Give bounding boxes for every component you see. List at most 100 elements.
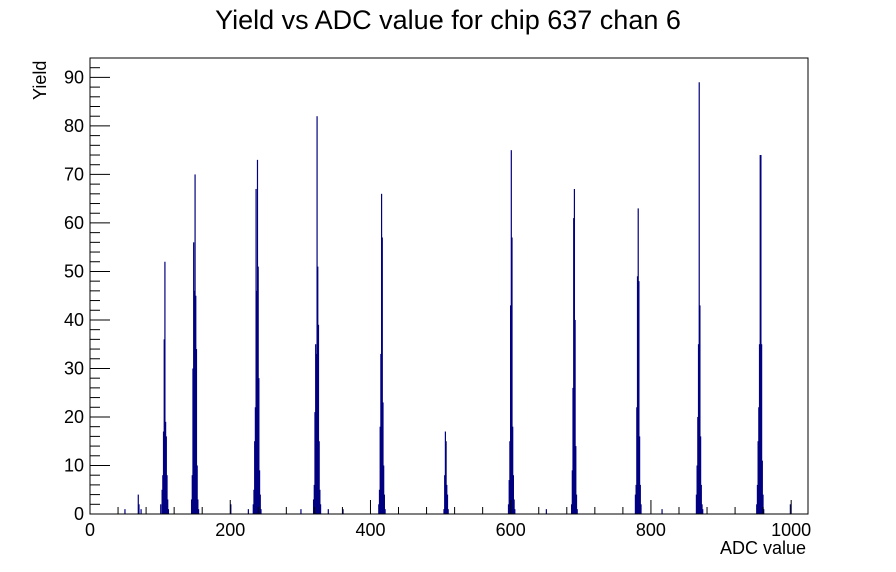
y-tick-label: 10 [64, 455, 84, 475]
histogram-bin [636, 276, 639, 514]
histogram-bin [313, 484, 315, 514]
histogram-bin [300, 509, 302, 514]
x-tick-label: 1000 [771, 520, 811, 540]
histogram-bin [196, 465, 198, 514]
histogram-bin [192, 368, 194, 514]
histogram-bin [316, 116, 318, 514]
histogram-bin [638, 281, 640, 514]
histogram-bin [381, 237, 383, 514]
histogram-bin [138, 504, 140, 514]
histogram-bin [256, 159, 259, 514]
histogram-bin [571, 470, 573, 514]
histogram-bin [635, 484, 637, 514]
histogram-bin [697, 416, 699, 514]
histogram-bin [260, 509, 262, 514]
histogram-bin [319, 504, 322, 514]
histogram-bin [445, 441, 447, 514]
histogram-bin [446, 484, 448, 514]
histogram-bin [191, 475, 193, 514]
histogram-bin [634, 494, 637, 514]
histogram-bin [446, 494, 449, 514]
histogram-bin [197, 499, 199, 514]
y-tick-label: 90 [64, 67, 84, 87]
x-tick-label: 0 [85, 520, 95, 540]
histogram-bin [257, 266, 259, 514]
histogram-bin [510, 150, 512, 514]
y-tick-label: 50 [64, 261, 84, 281]
histogram-bin [258, 378, 260, 514]
histogram-bin [758, 344, 761, 514]
histogram-bin [383, 465, 385, 514]
histogram-bin [247, 509, 249, 514]
histogram-bin [254, 441, 256, 514]
histogram-bin [165, 436, 167, 514]
histogram-bin [317, 266, 319, 514]
histogram-bin [756, 504, 758, 514]
histogram-bin [789, 504, 791, 514]
histogram-bin [695, 494, 698, 514]
y-tick-label: 70 [64, 164, 84, 184]
histogram-bin [640, 504, 642, 514]
histogram-bin [194, 174, 196, 514]
histogram-bin [165, 421, 167, 514]
histogram-bin [317, 324, 320, 514]
histogram-bin [572, 387, 574, 514]
histogram-bin [252, 504, 254, 514]
y-tick-label: 0 [74, 504, 84, 524]
histogram-bin [327, 509, 329, 514]
histogram-bin [312, 499, 315, 514]
x-tick-label: 200 [215, 520, 245, 540]
y-axis-label: Yield [30, 61, 50, 100]
histogram-bin [508, 480, 510, 514]
histogram-bin [699, 305, 701, 514]
histogram-bin [197, 509, 200, 514]
histogram-bin [315, 344, 317, 514]
histogram-bin [163, 339, 165, 514]
histogram-bin [167, 499, 169, 514]
histogram-bin [763, 509, 765, 514]
histogram-bin [514, 509, 516, 514]
histogram-bin [444, 431, 446, 514]
histogram-bin [639, 436, 641, 514]
histogram-bin [319, 489, 321, 514]
y-tick-label: 60 [64, 213, 84, 233]
x-tick-label: 600 [496, 520, 526, 540]
histogram-bin [698, 82, 700, 515]
histogram-bin [573, 218, 575, 514]
histogram-bin [193, 242, 195, 514]
x-axis: 0 200 400 600 800 1000 [85, 500, 811, 540]
histogram-bin [195, 295, 197, 514]
histogram-bin [380, 353, 382, 514]
histogram-bin [167, 509, 170, 514]
histogram-bin [700, 484, 702, 514]
histogram-bin [162, 431, 165, 514]
histogram-bars [124, 82, 791, 515]
y-tick-label: 80 [64, 116, 84, 136]
histogram-bin [161, 489, 163, 514]
histogram-bin [700, 436, 702, 514]
histogram-bin [702, 509, 704, 514]
histogram-bin [160, 504, 162, 514]
histogram-bin [507, 504, 510, 514]
histogram-bin [195, 349, 198, 514]
chart-title: Yield vs ADC value for chip 637 chan 6 [215, 5, 681, 35]
histogram-bin [637, 208, 639, 514]
histogram-bin [255, 188, 257, 514]
histogram-bin [315, 353, 317, 514]
histogram-bin [318, 441, 320, 514]
histogram-bin [639, 484, 641, 514]
histogram-bin [258, 470, 261, 514]
histogram-bin [190, 499, 193, 514]
x-tick-label: 400 [355, 520, 385, 540]
histogram-bin [761, 344, 763, 514]
histogram-bin [259, 494, 261, 514]
histogram-bin [383, 494, 385, 514]
histogram-bin [661, 509, 663, 514]
histogram-bin [576, 509, 578, 514]
x-tick-label: 800 [636, 520, 666, 540]
histogram-bin [443, 509, 445, 514]
histogram-bin [256, 290, 258, 514]
histogram-bin [314, 412, 316, 514]
histogram-bin [379, 426, 381, 514]
